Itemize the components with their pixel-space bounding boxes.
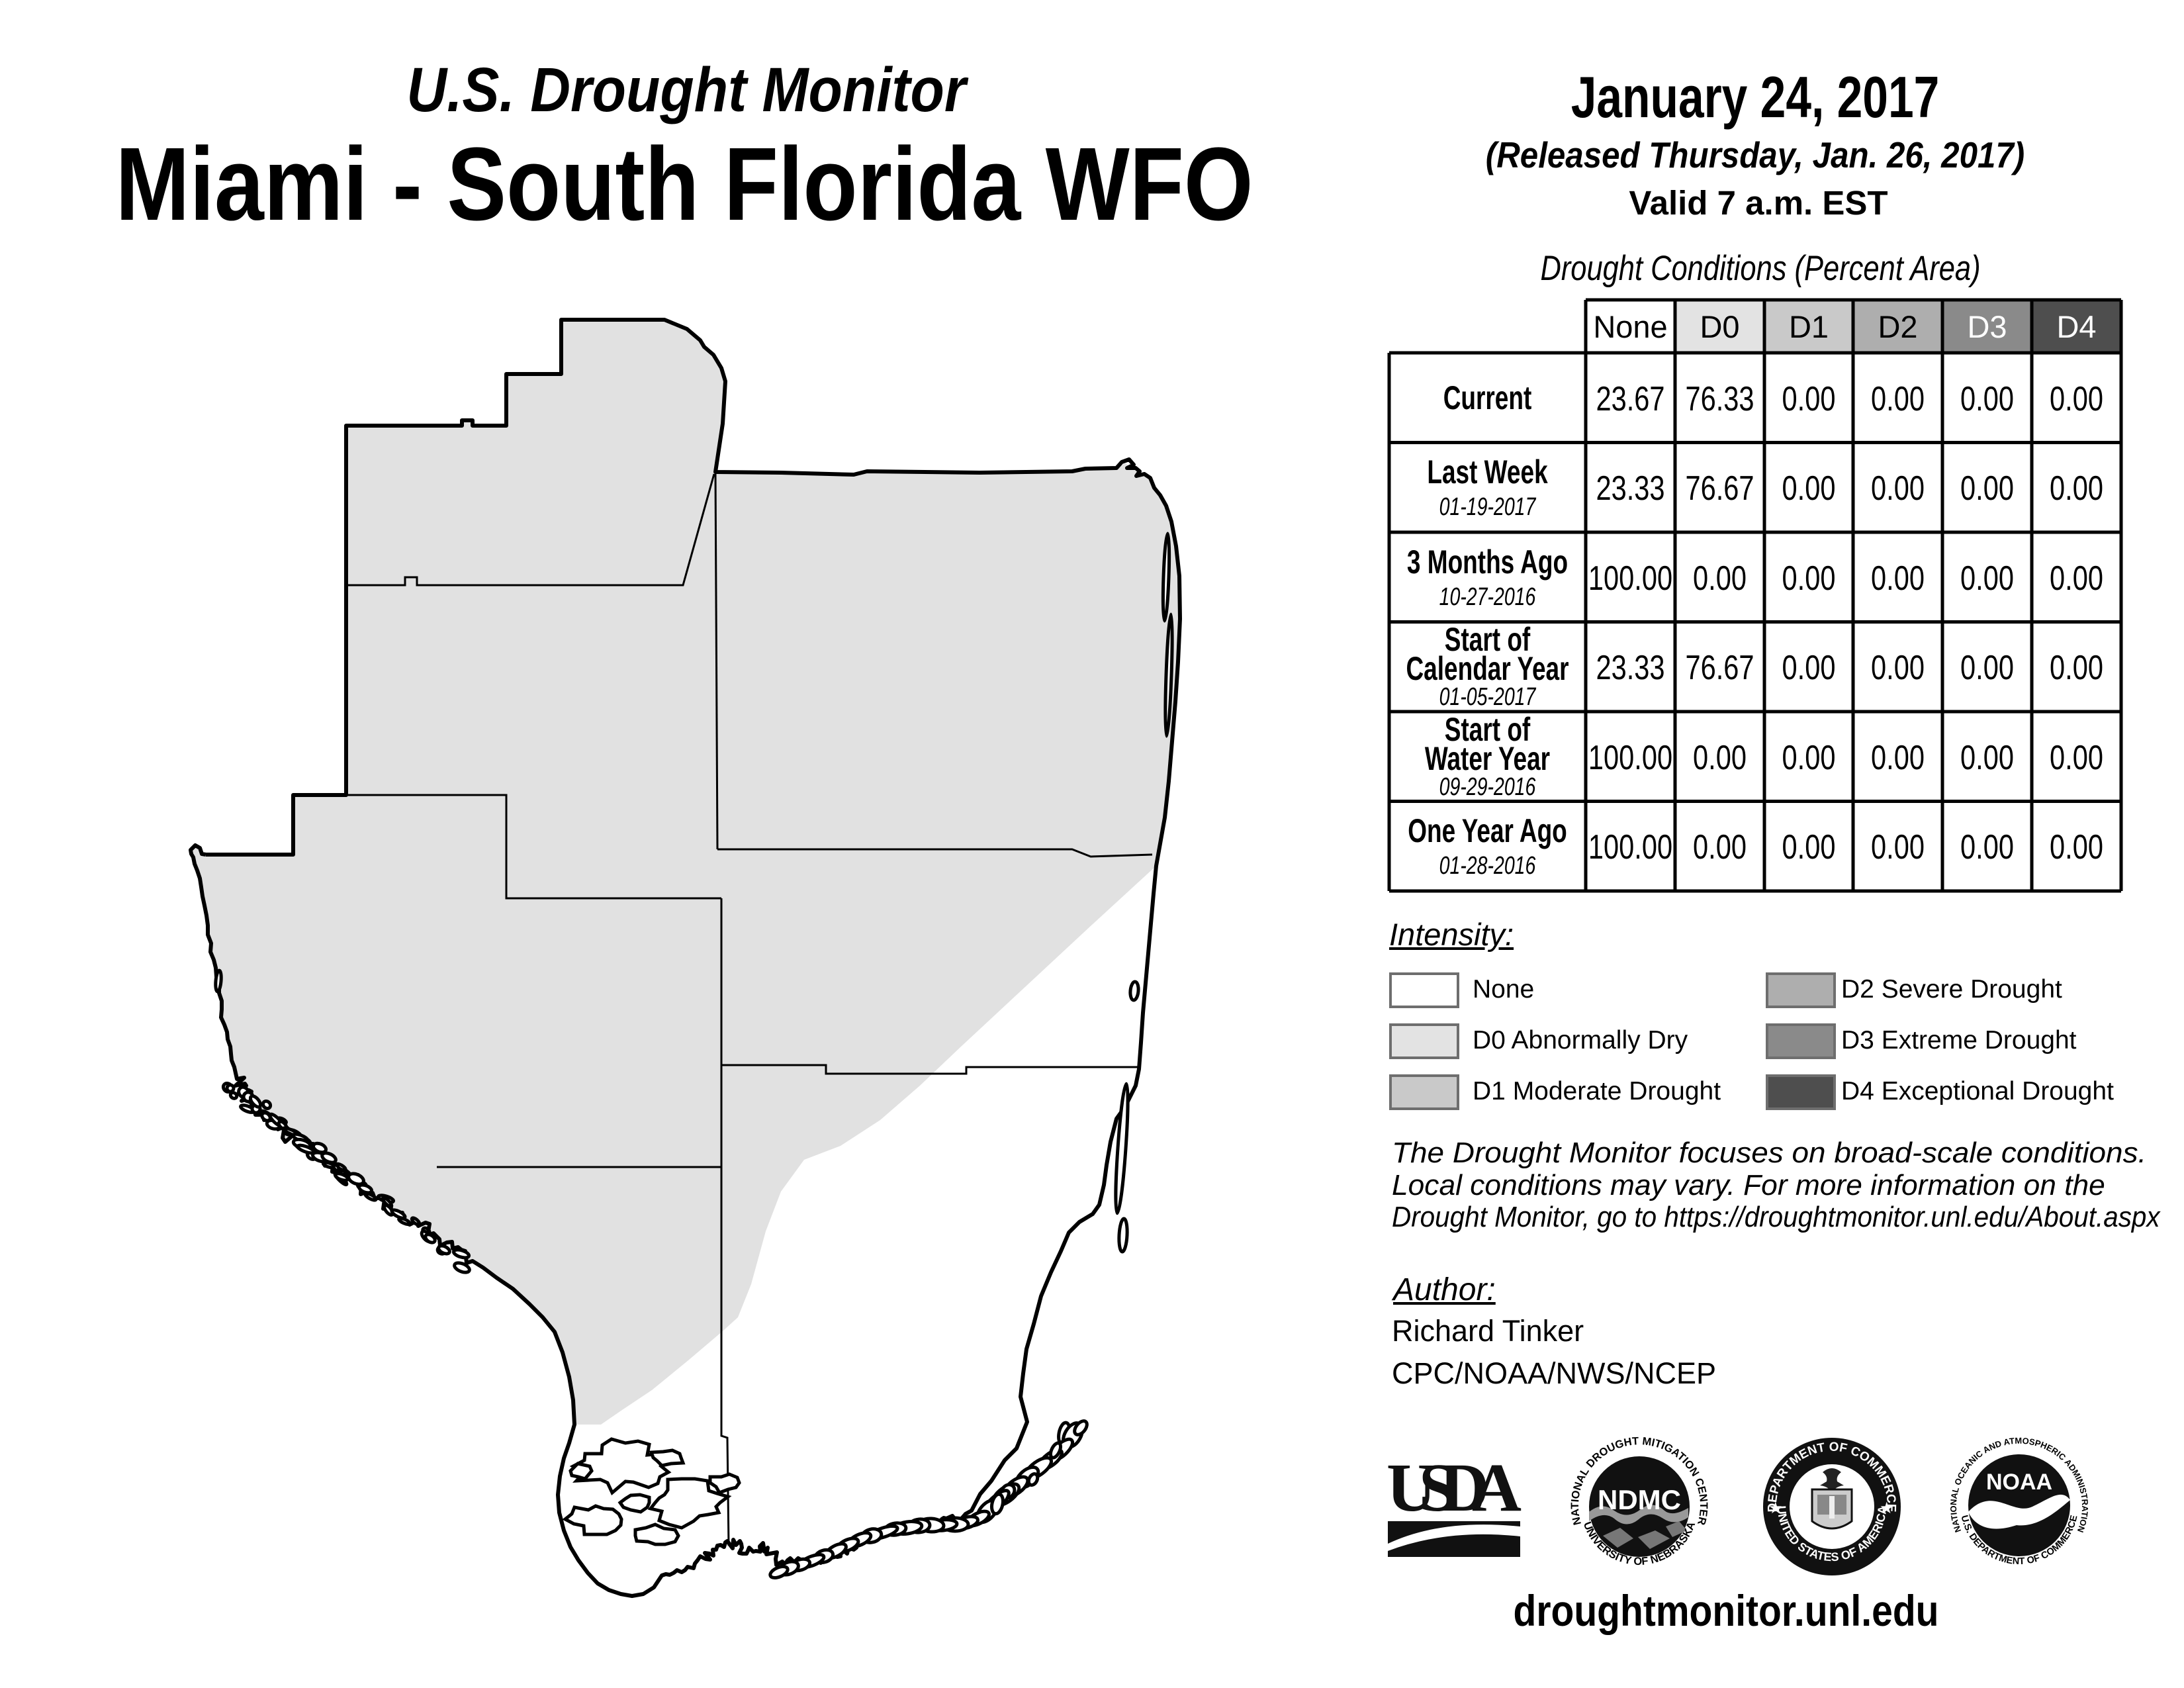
svg-text:0.00: 0.00 bbox=[1871, 648, 1925, 687]
svg-text:One Year Ago: One Year Ago bbox=[1408, 813, 1567, 850]
svg-text:01-28-2016: 01-28-2016 bbox=[1439, 852, 1536, 880]
svg-text:Calendar Year: Calendar Year bbox=[1406, 651, 1569, 688]
svg-text:23.67: 23.67 bbox=[1596, 379, 1664, 418]
svg-text:0.00: 0.00 bbox=[1960, 827, 2014, 867]
svg-text:0.00: 0.00 bbox=[2050, 559, 2103, 598]
svg-text:D0: D0 bbox=[1700, 309, 1739, 344]
svg-text:10-27-2016: 10-27-2016 bbox=[1439, 583, 1536, 611]
svg-text:09-29-2016: 09-29-2016 bbox=[1439, 773, 1536, 801]
svg-text:D3: D3 bbox=[1967, 309, 2007, 344]
svg-text:0.00: 0.00 bbox=[1871, 827, 1925, 867]
svg-text:23.33: 23.33 bbox=[1596, 469, 1664, 508]
svg-text:3 Months Ago: 3 Months Ago bbox=[1407, 544, 1568, 581]
svg-text:NOAA: NOAA bbox=[1986, 1470, 2052, 1495]
svg-text:0.00: 0.00 bbox=[1693, 827, 1747, 867]
svg-text:0.00: 0.00 bbox=[1693, 559, 1747, 598]
svg-text:01-05-2017: 01-05-2017 bbox=[1439, 683, 1537, 711]
svg-text:100.00: 100.00 bbox=[1588, 738, 1672, 777]
svg-text:0.00: 0.00 bbox=[1871, 738, 1925, 777]
svg-text:0.00: 0.00 bbox=[1960, 469, 2014, 508]
svg-text:★: ★ bbox=[1880, 1499, 1894, 1517]
svg-text:0.00: 0.00 bbox=[1960, 648, 2014, 687]
svg-text:0.00: 0.00 bbox=[2050, 648, 2103, 687]
svg-text:76.67: 76.67 bbox=[1685, 469, 1754, 508]
svg-text:0.00: 0.00 bbox=[1782, 738, 1836, 777]
svg-text:0.00: 0.00 bbox=[1782, 559, 1836, 598]
svg-text:★: ★ bbox=[1768, 1499, 1783, 1517]
svg-text:23.33: 23.33 bbox=[1596, 648, 1664, 687]
svg-text:0.00: 0.00 bbox=[1871, 379, 1925, 418]
svg-text:100.00: 100.00 bbox=[1588, 559, 1672, 598]
svg-text:76.67: 76.67 bbox=[1685, 648, 1754, 687]
svg-text:0.00: 0.00 bbox=[1960, 559, 2014, 598]
svg-text:0.00: 0.00 bbox=[2050, 738, 2103, 777]
svg-text:0.00: 0.00 bbox=[1693, 738, 1747, 777]
svg-text:0.00: 0.00 bbox=[1960, 379, 2014, 418]
svg-text:Start of: Start of bbox=[1445, 622, 1531, 659]
svg-text:0.00: 0.00 bbox=[1782, 648, 1836, 687]
svg-text:0.00: 0.00 bbox=[2050, 827, 2103, 867]
svg-text:D4: D4 bbox=[2056, 309, 2096, 344]
svg-text:0.00: 0.00 bbox=[1782, 469, 1836, 508]
svg-text:0.00: 0.00 bbox=[1960, 738, 2014, 777]
svg-text:0.00: 0.00 bbox=[2050, 379, 2103, 418]
svg-text:Last Week: Last Week bbox=[1427, 454, 1548, 491]
svg-text:D2: D2 bbox=[1878, 309, 1917, 344]
svg-text:None: None bbox=[1593, 309, 1667, 344]
svg-text:NDMC: NDMC bbox=[1598, 1484, 1681, 1515]
svg-text:0.00: 0.00 bbox=[1871, 469, 1925, 508]
svg-text:76.33: 76.33 bbox=[1685, 379, 1754, 418]
svg-text:USDA: USDA bbox=[1387, 1450, 1522, 1526]
svg-text:0.00: 0.00 bbox=[2050, 469, 2103, 508]
svg-text:01-19-2017: 01-19-2017 bbox=[1439, 493, 1537, 521]
svg-text:Current: Current bbox=[1443, 380, 1532, 417]
svg-text:0.00: 0.00 bbox=[1782, 379, 1836, 418]
svg-text:Water Year: Water Year bbox=[1425, 741, 1550, 778]
svg-text:0.00: 0.00 bbox=[1871, 559, 1925, 598]
svg-text:100.00: 100.00 bbox=[1588, 827, 1672, 867]
svg-text:D1: D1 bbox=[1789, 309, 1829, 344]
svg-text:0.00: 0.00 bbox=[1782, 827, 1836, 867]
svg-text:Start of: Start of bbox=[1445, 712, 1531, 749]
